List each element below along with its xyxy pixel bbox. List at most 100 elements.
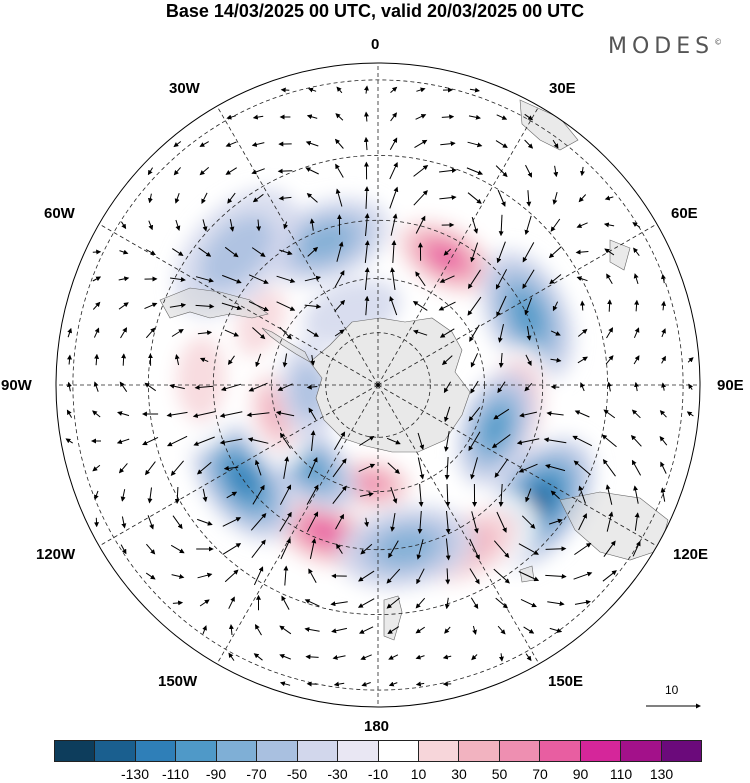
wind-vector-arrow — [198, 247, 212, 257]
colorbar-swatch — [580, 741, 622, 761]
wind-vector-arrow — [415, 114, 427, 120]
meridian-line — [377, 223, 658, 386]
lon-label-150w: 150W — [158, 673, 198, 690]
wind-vector-arrow — [580, 166, 585, 177]
colorbar-tick-label: -90 — [205, 766, 227, 782]
meridian-line — [98, 384, 379, 547]
wind-vector-arrow — [659, 410, 667, 418]
lon-label-120e: 120E — [673, 546, 709, 563]
south-pole-marker — [376, 383, 380, 387]
wind-vector-arrow — [526, 326, 532, 341]
wind-vector-arrow — [526, 190, 532, 207]
wind-vector-arrow — [661, 273, 666, 284]
wind-vector-arrow — [497, 189, 506, 207]
wind-vector-arrow — [228, 624, 234, 636]
wind-vector-arrow — [220, 383, 242, 392]
wind-vector-arrow — [445, 538, 451, 561]
colorbar-swatch — [499, 741, 541, 761]
wind-vector-arrow — [248, 382, 268, 392]
wind-vector-arrow — [603, 540, 616, 557]
wind-vector-arrow — [364, 295, 370, 316]
colorbar — [54, 740, 702, 762]
wind-vector-arrow — [550, 490, 560, 500]
wind-vector-arrow — [119, 249, 129, 255]
wind-vector-arrow — [229, 219, 235, 232]
wind-vector-arrow — [416, 539, 424, 560]
wind-vector-arrow — [445, 568, 451, 585]
wind-vector-arrow — [251, 247, 266, 257]
wind-vector-arrow — [601, 434, 617, 448]
wind-vector-arrow — [444, 456, 450, 480]
wind-vector-arrow — [606, 511, 614, 532]
wind-vector-arrow — [172, 248, 184, 256]
wind-vector-arrow — [199, 167, 210, 176]
wind-vector-arrow — [604, 248, 615, 256]
wind-vector-arrow — [252, 193, 264, 203]
wind-vector-arrow — [469, 87, 480, 93]
wind-vector-arrow — [199, 357, 209, 363]
wind-vector-arrow — [524, 382, 533, 392]
wind-vector-arrow — [308, 407, 317, 420]
wind-vector-arrow — [92, 276, 102, 282]
wind-vector-arrow — [359, 492, 374, 497]
wind-vector-arrow — [196, 461, 212, 475]
land-masses — [159, 99, 669, 641]
wind-vector-arrow — [120, 221, 127, 230]
wind-vector-arrow — [256, 219, 262, 232]
wind-vector-arrow — [310, 355, 316, 366]
wind-vector-arrow — [224, 569, 239, 583]
wind-vector-arrow — [686, 411, 694, 417]
wind-vector-arrow — [417, 457, 425, 480]
wind-vector-arrow — [67, 327, 73, 338]
wind-vector-arrow — [552, 301, 559, 312]
wind-vector-arrow — [361, 681, 371, 687]
wind-vector-arrow — [252, 327, 266, 340]
wind-vector-arrow — [543, 437, 567, 444]
wind-vector-arrow — [577, 328, 588, 337]
wind-vector-arrow — [360, 654, 372, 660]
wind-vector-arrow — [224, 246, 239, 258]
wind-vector-arrow — [386, 568, 401, 584]
wind-vector-arrow — [304, 599, 320, 607]
wind-vector-arrow — [275, 410, 295, 417]
wind-vector-arrow — [228, 596, 235, 609]
wind-vector-arrow — [496, 511, 507, 533]
wind-vector-arrow — [445, 483, 451, 507]
wind-vector-arrow — [199, 141, 209, 147]
wind-vector-arrow — [283, 221, 289, 230]
wind-vector-arrow — [251, 142, 265, 147]
wind-vector-arrow — [144, 302, 158, 310]
wind-vector-arrow — [390, 112, 397, 122]
colorbar-swatch — [216, 741, 258, 761]
wind-vector-arrow — [491, 434, 511, 449]
colorbar-tick-label: 30 — [451, 766, 467, 782]
colorbar-tick-label: -130 — [120, 766, 150, 782]
colorbar-tick-label: 130 — [649, 766, 674, 782]
wind-vector-arrow — [413, 190, 428, 206]
wind-vector-arrow — [413, 164, 429, 177]
wind-vector-arrow — [334, 138, 344, 149]
wind-vector-arrow — [661, 382, 667, 391]
wind-vector-arrow — [633, 485, 639, 504]
anomaly-contour — [291, 362, 326, 420]
wind-vector-arrow — [332, 655, 346, 660]
wind-vector-arrow — [280, 87, 290, 93]
wind-vector-arrow — [227, 192, 236, 204]
vector-scale-label: 10 — [665, 683, 679, 697]
wind-vector-arrow — [307, 246, 319, 257]
wind-vector-arrow — [363, 111, 369, 122]
wind-vector-arrow — [415, 654, 425, 660]
wind-vector-arrow — [306, 484, 319, 505]
wind-vector-arrow — [493, 540, 510, 559]
wind-vector-arrow — [412, 301, 428, 311]
wind-vector-arrow — [495, 165, 508, 178]
wind-vector-arrow — [283, 456, 290, 479]
wind-vector-arrow — [335, 163, 344, 178]
wind-vector-arrow — [252, 114, 264, 120]
wind-vector-arrow — [197, 330, 213, 336]
wind-vector-arrow — [415, 681, 425, 687]
lon-label-0: 0 — [371, 36, 380, 53]
wind-vector-arrow — [494, 458, 509, 478]
wind-vector-arrow — [308, 568, 317, 583]
wind-vector-arrow — [495, 269, 508, 290]
